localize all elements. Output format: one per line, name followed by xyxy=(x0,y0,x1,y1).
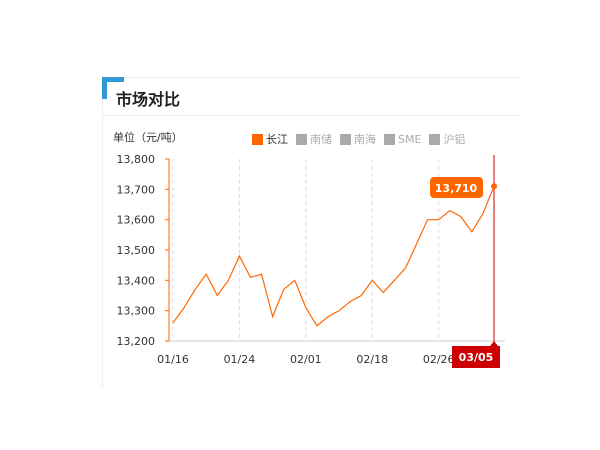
legend-label: SME xyxy=(398,132,422,146)
legend-swatch xyxy=(384,133,395,145)
x-tick-label: 01/24 xyxy=(224,353,256,366)
date-label-box xyxy=(452,346,500,368)
legend-item[interactable]: 沪铝 xyxy=(429,131,465,147)
x-tick-label: 01/16 xyxy=(157,353,189,366)
legend-item[interactable]: 南储 xyxy=(296,131,332,147)
divider xyxy=(103,115,520,116)
tooltip-value: 13,710 xyxy=(435,182,478,195)
y-tick-label: 13,300 xyxy=(117,305,156,318)
title-accent xyxy=(102,77,107,99)
y-tick-label: 13,800 xyxy=(117,153,156,166)
legend-item[interactable]: 长江 xyxy=(252,131,288,147)
legend-label: 长江 xyxy=(266,133,288,146)
y-tick-label: 13,600 xyxy=(117,214,156,227)
data-point xyxy=(491,183,498,190)
y-tick-label: 13,700 xyxy=(117,183,156,196)
legend-swatch xyxy=(296,133,307,145)
series-line xyxy=(172,186,495,327)
x-tick-label: 02/01 xyxy=(290,353,322,366)
y-tick-label: 13,200 xyxy=(117,335,156,348)
legend-label: 南储 xyxy=(310,133,332,146)
x-tick-label: 02/18 xyxy=(356,353,388,366)
legend-item[interactable]: SME xyxy=(384,131,421,147)
section-title: 市场对比 xyxy=(116,90,181,109)
market-compare-panel xyxy=(102,77,521,388)
x-tick-label: 02/26 xyxy=(423,353,455,366)
legend-item[interactable]: 南海 xyxy=(340,131,376,147)
y-tick-label: 13,400 xyxy=(117,274,156,287)
legend-label: 沪铝 xyxy=(443,133,466,146)
date-label-pointer xyxy=(490,341,499,346)
legend-label: 南海 xyxy=(354,133,376,146)
legend-swatch xyxy=(429,133,441,145)
legend-swatch xyxy=(252,133,263,145)
y-tick-label: 13,500 xyxy=(117,244,156,257)
legend-swatch xyxy=(340,133,351,145)
date-label: 03/05 xyxy=(459,351,494,364)
unit-label: 单位（元/吨） xyxy=(113,131,183,144)
title-accent xyxy=(102,77,124,82)
tooltip-box xyxy=(430,177,483,198)
legend: 长江 南储 南海 SME 沪铝 xyxy=(252,131,465,147)
